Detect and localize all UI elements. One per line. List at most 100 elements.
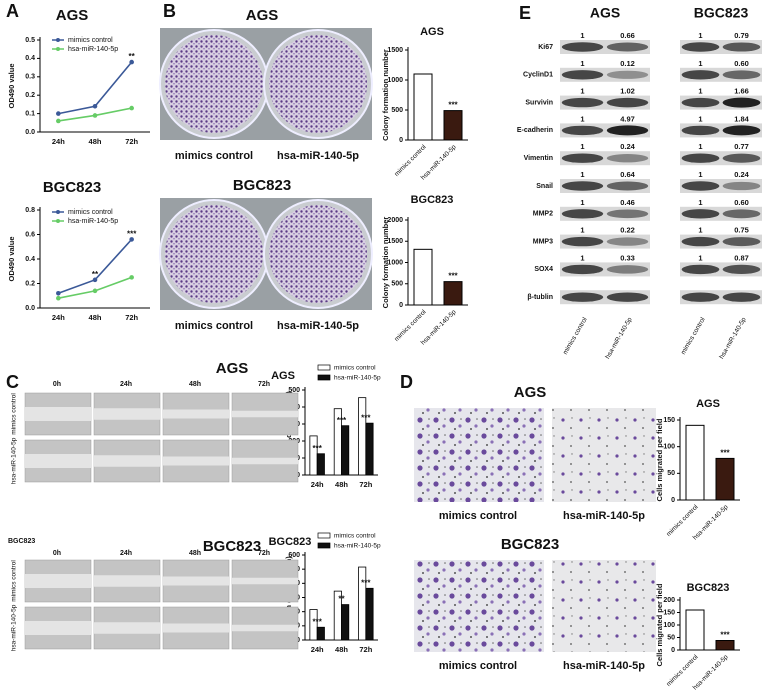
- legend-swatch: [317, 364, 331, 371]
- timepoint-label: 48h: [189, 381, 201, 388]
- band-ratio: 1: [698, 198, 702, 207]
- wound-gap: [163, 456, 229, 466]
- row-label: hsa-miR-140-5p: [11, 437, 18, 484]
- x-tick-label: 72h: [359, 645, 372, 654]
- point: [92, 277, 98, 283]
- transwell-photo: [552, 560, 656, 652]
- significance: ***: [720, 631, 730, 640]
- wound-gap: [94, 408, 160, 420]
- blot-band: [722, 181, 761, 191]
- band-ratio: 1: [580, 253, 584, 262]
- wound-gap: [232, 577, 298, 585]
- point: [56, 291, 61, 296]
- bar: [309, 609, 318, 641]
- timepoint-label: 72h: [258, 550, 270, 557]
- chart-title: BGC823: [411, 194, 454, 206]
- y-tick-label: 0.2: [25, 92, 35, 99]
- y-tick-label: 0.0: [25, 129, 35, 136]
- wound-gap: [94, 575, 160, 587]
- blot-band: [722, 264, 761, 275]
- side-label: BGC823: [8, 538, 35, 545]
- legend-label: hsa-miR-140-5p: [68, 218, 118, 225]
- band-ratio: 1: [698, 226, 702, 235]
- plate-colonies: [269, 35, 367, 133]
- blot-band: [561, 70, 604, 80]
- wound-gap: [163, 576, 229, 586]
- cell-line-title: BGC823: [694, 5, 749, 21]
- protein-label: CyclinD1: [523, 72, 553, 79]
- y-tick-label: 1500: [387, 238, 403, 245]
- y-tick-label: 0.6: [25, 231, 35, 238]
- wound-gap: [163, 409, 229, 419]
- x-tick-label: 72h: [359, 480, 372, 489]
- chart-title: BGC823: [43, 179, 101, 196]
- point: [56, 118, 61, 124]
- y-axis-label: OD490 value: [7, 63, 16, 108]
- transwell-photo: [414, 408, 544, 502]
- x-tick-label: 24h: [52, 137, 65, 146]
- blot-band: [681, 125, 720, 136]
- row-label: mimics control: [11, 560, 18, 602]
- timepoint-label: 48h: [189, 550, 201, 557]
- y-tick-label: 0.5: [25, 37, 35, 44]
- y-tick-label: 100: [663, 622, 675, 629]
- blot-band: [606, 70, 649, 79]
- blot-band: [722, 237, 761, 247]
- significance: ***: [312, 444, 322, 453]
- y-tick-label: 100: [663, 444, 675, 451]
- y-tick-label: 0.3: [25, 74, 35, 81]
- y-tick-label: 150: [663, 609, 675, 616]
- blot-band: [561, 125, 604, 136]
- y-tick-label: 50: [667, 470, 675, 477]
- bar: [358, 397, 367, 476]
- band-ratio: 1: [580, 170, 584, 179]
- plate-colonies: [269, 205, 367, 303]
- y-tick-label: 0.0: [25, 305, 35, 312]
- band-ratio: 1: [580, 226, 584, 235]
- bar: [413, 248, 433, 306]
- image-title: AGS: [216, 360, 249, 377]
- wound-gap: [25, 454, 91, 468]
- wound-gap: [232, 624, 298, 632]
- bar: [685, 609, 705, 651]
- y-tick-label: 0.8: [25, 207, 35, 214]
- x-tick-label: 48h: [335, 645, 348, 654]
- bar: [341, 604, 350, 641]
- band-ratio: 1: [580, 142, 584, 151]
- significance: ***: [448, 272, 458, 281]
- band-ratio: 0.33: [620, 253, 635, 262]
- transwell-photo: [414, 560, 544, 652]
- y-tick-label: 150: [663, 417, 675, 424]
- band-ratio: 0.64: [620, 170, 635, 179]
- blot-band: [606, 209, 649, 219]
- image-caption: mimics control: [439, 510, 517, 522]
- image-title: BGC823: [501, 536, 559, 553]
- band-ratio: 0.87: [734, 253, 749, 262]
- blot-band: [681, 153, 720, 163]
- x-tick-label: 72h: [125, 313, 138, 322]
- panel-label: C: [6, 372, 19, 392]
- blot-band: [681, 292, 720, 302]
- wound-gap: [163, 623, 229, 633]
- image-title: AGS: [246, 7, 279, 24]
- legend-label: mimics control: [68, 209, 113, 216]
- y-tick-label: 500: [391, 107, 403, 114]
- bar: [685, 424, 705, 501]
- band-ratio: 1: [580, 114, 584, 123]
- significance: ***: [361, 413, 371, 422]
- blot-band: [722, 125, 761, 136]
- legend-marker: [56, 219, 60, 223]
- blot-band: [606, 265, 649, 274]
- bar: [413, 73, 433, 141]
- band-ratio: 0.79: [734, 31, 749, 40]
- legend-label: hsa-miR-140-5p: [334, 375, 381, 382]
- wound-gap: [25, 574, 91, 588]
- blot-band: [681, 236, 720, 247]
- blot-band: [561, 292, 604, 302]
- band-ratio: 4.97: [620, 114, 635, 123]
- lane-label: hsa-miR-140-5p: [718, 316, 748, 360]
- point: [129, 275, 134, 280]
- x-tick-label: 48h: [89, 137, 102, 146]
- blot-band: [722, 70, 761, 80]
